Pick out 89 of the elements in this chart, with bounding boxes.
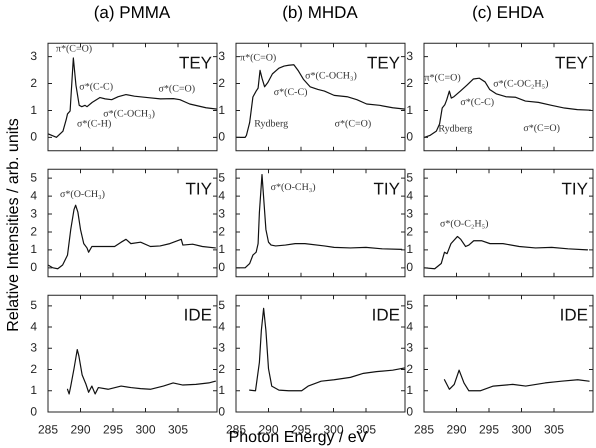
annotation: IDE xyxy=(372,305,400,324)
y-tick-label: 0 xyxy=(406,404,414,418)
y-tick-label: 1 xyxy=(30,383,38,398)
x-tick-label: 290 xyxy=(446,422,467,437)
y-tick-label: 0 xyxy=(30,260,38,274)
y-tick-label: 0 xyxy=(218,404,226,418)
y-tick-label: 3 xyxy=(30,206,38,220)
y-tick-label: 5 xyxy=(218,170,226,184)
annotation: σ*(O-CH₃) xyxy=(270,182,316,193)
x-tick-label: 305 xyxy=(544,422,564,437)
annotation: TEY xyxy=(366,53,400,72)
annotation: σ*(C-OC₂H₅) xyxy=(493,78,548,90)
y-tick-label: 0 xyxy=(218,130,226,144)
annotation: σ*(C-C) xyxy=(79,81,114,92)
y-tick-label: 3 xyxy=(218,340,226,355)
y-tick-label: 5 xyxy=(218,298,226,312)
annotation: σ*(O-CH₃) xyxy=(60,188,105,200)
y-tick-label: 3 xyxy=(218,48,226,63)
y-tick-label: 3 xyxy=(406,340,414,355)
y-tick-label: 2 xyxy=(406,76,414,90)
y-tick-label: 5 xyxy=(30,170,38,184)
y-tick-label: 3 xyxy=(30,48,38,63)
x-tick-label: 295 xyxy=(478,422,500,437)
annotation: Rydberg xyxy=(254,118,288,130)
y-tick-label: 4 xyxy=(406,319,414,334)
y-tick-label: 3 xyxy=(406,206,414,220)
annotation: TEY xyxy=(178,53,212,72)
annotation: σ*(C-C) xyxy=(460,97,494,108)
annotation: σ*(C=O) xyxy=(523,122,560,134)
annotation: σ*(C=O) xyxy=(158,84,196,95)
y-tick-label: 2 xyxy=(30,224,38,238)
y-tick-label: 1 xyxy=(30,102,38,117)
x-tick-label: 300 xyxy=(135,422,156,437)
y-axis-title: Relative Intensities / arb. units xyxy=(5,118,23,332)
annotation: σ*(O-C₂H₅) xyxy=(440,218,488,230)
x-tick-label: 295 xyxy=(102,422,124,437)
annotation: σ*(C-H) xyxy=(76,118,112,130)
y-tick-label: 3 xyxy=(30,340,38,355)
annotation: σ*(C-OCH₃) xyxy=(305,70,357,82)
annotation: π*(C=O) xyxy=(240,52,276,64)
y-tick-label: 0 xyxy=(406,130,414,144)
y-tick-label: 0 xyxy=(30,130,38,144)
y-tick-label: 1 xyxy=(30,242,38,256)
annotation: σ*(C=O) xyxy=(334,118,372,130)
annotation: IDE xyxy=(560,305,588,324)
y-tick-label: 3 xyxy=(406,48,414,63)
annotation: IDE xyxy=(184,305,212,324)
y-tick-label: 1 xyxy=(218,383,226,398)
chart-title: (b) MHDA xyxy=(281,3,359,23)
y-tick-label: 5 xyxy=(30,298,38,312)
y-tick-label: 2 xyxy=(406,224,414,238)
x-tick-label: 285 xyxy=(414,422,434,437)
y-tick-label: 4 xyxy=(30,319,38,334)
y-tick-label: 0 xyxy=(406,260,414,274)
chart-title: (c) EHDA xyxy=(471,3,545,23)
annotation: σ*(C-OCH₃) xyxy=(103,108,155,120)
y-tick-label: 1 xyxy=(218,102,226,117)
annotation: π*(C=O) xyxy=(56,43,92,54)
annotation: Rydberg xyxy=(438,123,472,134)
y-tick-label: 1 xyxy=(406,102,414,117)
chart-title: (a) PMMA xyxy=(92,3,172,23)
y-tick-label: 0 xyxy=(218,260,226,274)
annotation: TEY xyxy=(554,53,588,72)
y-tick-label: 1 xyxy=(218,242,226,256)
y-tick-label: 4 xyxy=(218,188,226,202)
annotation: TIY xyxy=(186,179,212,198)
y-tick-label: 5 xyxy=(406,170,414,184)
y-tick-label: 4 xyxy=(406,188,414,202)
annotation: TIY xyxy=(562,179,588,198)
y-tick-label: 5 xyxy=(406,298,414,312)
y-tick-label: 4 xyxy=(30,188,38,202)
y-tick-label: 1 xyxy=(406,383,414,398)
annotation: π*(C=O) xyxy=(424,72,461,84)
y-tick-label: 0 xyxy=(30,404,38,418)
y-tick-label: 2 xyxy=(30,362,38,376)
y-tick-label: 4 xyxy=(218,319,226,334)
y-tick-label: 2 xyxy=(406,362,414,376)
y-tick-label: 2 xyxy=(30,76,38,90)
x-tick-label: 300 xyxy=(511,422,532,437)
y-tick-label: 1 xyxy=(406,242,414,256)
y-tick-label: 2 xyxy=(218,224,226,238)
y-tick-label: 2 xyxy=(218,76,226,90)
x-tick-label: 305 xyxy=(168,422,188,437)
x-tick-label: 290 xyxy=(70,422,91,437)
annotation: TIY xyxy=(374,179,400,198)
y-tick-label: 3 xyxy=(218,206,226,220)
annotation: σ*(C-C) xyxy=(274,87,308,98)
y-tick-label: 2 xyxy=(218,362,226,376)
x-tick-label: 285 xyxy=(38,422,58,437)
